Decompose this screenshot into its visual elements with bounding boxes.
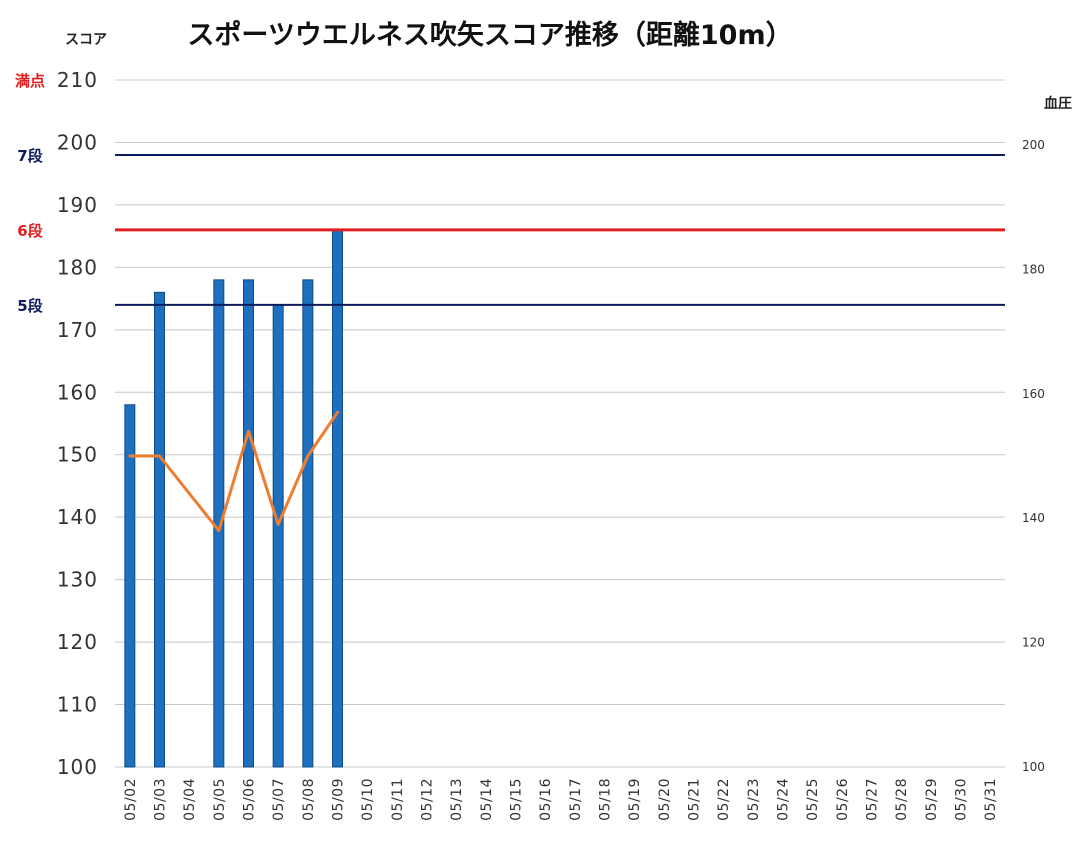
y-tick-label: 160 <box>57 380 98 404</box>
x-tick-label: 05/09 <box>331 778 347 821</box>
reference-label: 7段 <box>17 147 42 165</box>
y2-tick-label: 140 <box>1022 511 1045 525</box>
line-point <box>307 455 309 457</box>
y2-axis-label: 血圧 <box>1044 95 1072 112</box>
x-tick-label: 05/03 <box>153 778 169 821</box>
y-axis-label: スコア <box>65 32 107 48</box>
y2-tick-label: 200 <box>1022 138 1045 152</box>
x-tick-label: 05/19 <box>627 778 643 821</box>
y-tick-label: 110 <box>57 693 98 717</box>
line-point <box>129 455 131 457</box>
y-tick-label: 150 <box>57 443 98 467</box>
x-tick-label: 05/14 <box>479 778 495 821</box>
line-point <box>248 430 249 432</box>
x-axis-ticks: 05/02 05/03 05/04 05/05 05/06 05/07 05/08 05/09… <box>123 778 999 821</box>
bar-series <box>124 229 343 768</box>
y-tick-label: 100 <box>57 755 98 779</box>
x-tick-label: 05/06 <box>242 778 258 821</box>
bar <box>124 404 136 768</box>
x-tick-label: 05/28 <box>894 778 910 821</box>
x-tick-label: 05/08 <box>301 778 317 821</box>
y2-tick-label: 100 <box>1022 760 1045 774</box>
line-series <box>128 410 339 533</box>
x-tick-label: 05/31 <box>983 778 999 821</box>
bar <box>302 279 314 768</box>
bar <box>272 304 284 768</box>
y-axis-ticks: 100 110 120 130 140 150 160 170 180 190 200 210 <box>57 68 98 779</box>
x-tick-label: 05/22 <box>716 778 732 821</box>
y-tick-label: 190 <box>57 193 98 217</box>
x-tick-label: 05/23 <box>746 778 762 821</box>
y-tick-label: 200 <box>57 130 98 154</box>
x-tick-label: 05/12 <box>420 778 436 821</box>
reference-lines: 満点 7段 6段 5段 <box>15 72 1005 315</box>
line-point <box>277 523 279 525</box>
x-tick-label: 05/04 <box>182 778 198 821</box>
bar <box>154 291 165 768</box>
y-tick-label: 210 <box>57 68 98 92</box>
x-tick-label: 05/07 <box>271 778 287 821</box>
x-tick-label: 05/15 <box>509 778 525 821</box>
bar <box>243 279 254 768</box>
reference-label: 5段 <box>17 297 42 315</box>
y2-tick-label: 160 <box>1022 387 1045 401</box>
x-tick-label: 05/20 <box>657 778 673 821</box>
y2-axis-ticks: 100 120 140 160 180 200 <box>1022 138 1045 774</box>
x-tick-label: 05/30 <box>954 778 970 821</box>
x-tick-label: 05/25 <box>805 778 821 821</box>
x-tick-label: 05/18 <box>598 778 614 821</box>
y-tick-label: 130 <box>57 568 98 592</box>
x-tick-label: 05/10 <box>360 778 376 821</box>
reference-label: 満点 <box>15 72 45 90</box>
gridlines <box>115 79 1005 768</box>
y-tick-label: 120 <box>57 630 98 654</box>
x-tick-label: 05/05 <box>212 778 228 821</box>
x-tick-label: 05/17 <box>568 778 584 821</box>
y-tick-label: 180 <box>57 255 98 279</box>
y2-tick-label: 120 <box>1022 636 1045 650</box>
x-tick-label: 05/11 <box>390 778 406 821</box>
y-tick-label: 170 <box>57 318 98 342</box>
line-point <box>337 411 338 413</box>
x-tick-label: 05/02 <box>123 778 139 821</box>
y2-tick-label: 180 <box>1022 262 1045 276</box>
x-tick-label: 05/24 <box>776 778 792 821</box>
x-tick-label: 05/16 <box>538 778 554 821</box>
line-point <box>159 455 160 457</box>
x-tick-label: 05/27 <box>865 778 881 821</box>
reference-label: 6段 <box>17 222 42 240</box>
x-tick-label: 05/21 <box>687 778 703 821</box>
x-tick-label: 05/29 <box>924 778 940 821</box>
x-tick-label: 05/26 <box>835 778 851 821</box>
y-tick-label: 140 <box>57 505 98 529</box>
bar <box>332 229 343 768</box>
chart-title: スポーツウエルネス吹矢スコア推移（距離10m） <box>187 19 792 51</box>
x-tick-label: 05/13 <box>449 778 465 821</box>
line-point <box>218 530 220 532</box>
